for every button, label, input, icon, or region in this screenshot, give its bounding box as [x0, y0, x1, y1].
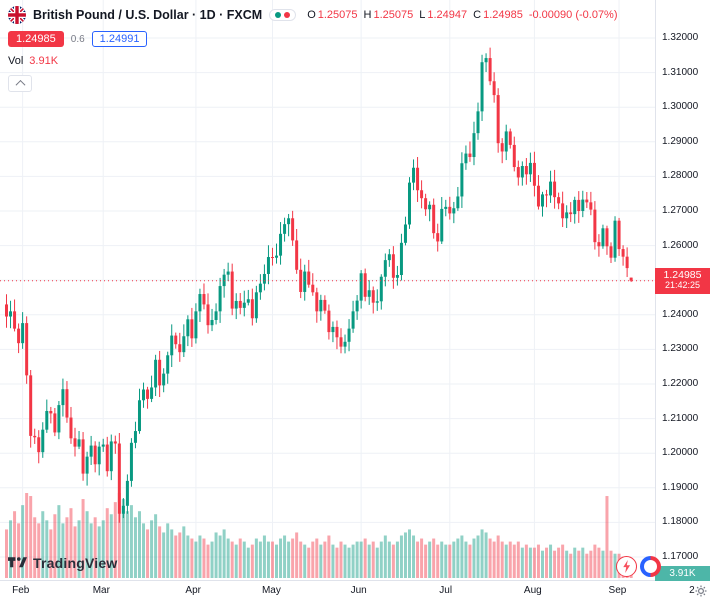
sell-bid-button[interactable]: 1.24985 — [8, 31, 64, 47]
time-tick-label: Aug — [523, 585, 542, 596]
time-tick-label: Jun — [350, 585, 367, 596]
floating-buttons — [616, 556, 661, 577]
candle-colors-pill[interactable] — [269, 9, 297, 21]
price-tick-label: 1.31000 — [662, 66, 699, 78]
tradingview-logo-mark — [8, 557, 27, 568]
current-price-label: 1.24985 21:42:25 — [655, 267, 710, 294]
price-tick-label: 1.23000 — [662, 343, 699, 355]
price-tick-label: 1.29000 — [662, 135, 699, 147]
price-tick-label: 1.32000 — [662, 32, 699, 43]
tradingview-logo-text: TradingView — [33, 555, 118, 571]
axis-settings-button[interactable] — [695, 584, 707, 600]
price-tick-label: 1.24000 — [662, 308, 699, 320]
volume-axis-label: 3.91K — [655, 566, 710, 581]
lightning-icon — [623, 560, 631, 573]
close-label: C — [473, 9, 482, 21]
volume-legend-label: Vol — [8, 55, 24, 67]
low-label: L — [419, 9, 426, 21]
spread-value: 0.6 — [70, 33, 85, 45]
time-tick-label: Sep — [608, 585, 627, 596]
open-label: O — [307, 9, 316, 21]
change-value: -0.00090 (-0.07%) — [528, 9, 618, 21]
grid-layer — [0, 0, 655, 580]
broker-orb-icon — [644, 560, 657, 573]
candles-layer — [5, 47, 633, 523]
down-color-dot — [284, 12, 291, 18]
time-tick-label: 2 — [689, 585, 695, 596]
volume-legend-value: 3.91K — [29, 55, 59, 67]
time-tick-label: May — [261, 585, 281, 596]
chevron-up-icon — [15, 79, 25, 90]
price-tick-label: 1.18000 — [662, 516, 699, 528]
price-tick-label: 1.26000 — [662, 239, 699, 251]
current-price-value: 1.24985 — [663, 268, 702, 281]
open-value: 1.25075 — [317, 9, 358, 21]
time-axis[interactable]: Feb Mar Apr May Jun Jul Aug Sep 2 — [0, 580, 710, 600]
price-tick-label: 1.21000 — [662, 412, 699, 424]
time-tick-label: Feb — [12, 585, 30, 596]
bar-countdown: 21:42:25 — [664, 280, 701, 291]
volume-bars-layer — [5, 493, 633, 578]
tradingview-logo[interactable]: TradingView — [8, 555, 117, 571]
high-value: 1.25075 — [373, 9, 414, 21]
symbol-title[interactable]: British Pound / U.S. Dollar · 1D · FXCM — [33, 8, 263, 22]
price-tick-label: 1.30000 — [662, 101, 699, 113]
price-tick-label: 1.17000 — [662, 551, 699, 562]
up-color-dot — [275, 12, 282, 18]
gb-flag-icon — [8, 6, 26, 24]
time-tick-label: Apr — [185, 585, 201, 596]
price-tick-label: 1.19000 — [662, 481, 699, 493]
chart-legend: British Pound / U.S. Dollar · 1D · FXCM … — [8, 6, 618, 92]
collapse-legend-button[interactable] — [8, 75, 32, 92]
price-tick-label: 1.27000 — [662, 205, 699, 216]
close-value: 1.24985 — [483, 9, 523, 21]
price-tick-label: 1.28000 — [662, 170, 699, 182]
lightning-button[interactable] — [616, 556, 637, 577]
price-tick-label: 1.22000 — [662, 378, 699, 389]
broker-orb-button[interactable] — [640, 556, 661, 577]
price-tick-label: 1.20000 — [662, 447, 699, 459]
ohlc-readout: O 1.25075 H 1.25075 L 1.24947 C 1.24985 … — [307, 9, 617, 21]
buy-ask-button[interactable]: 1.24991 — [91, 31, 148, 47]
gear-icon — [695, 585, 707, 597]
time-tick-label: Mar — [92, 585, 110, 596]
low-value: 1.24947 — [427, 9, 468, 21]
time-tick-label: Jul — [439, 585, 453, 596]
high-label: H — [363, 9, 372, 21]
